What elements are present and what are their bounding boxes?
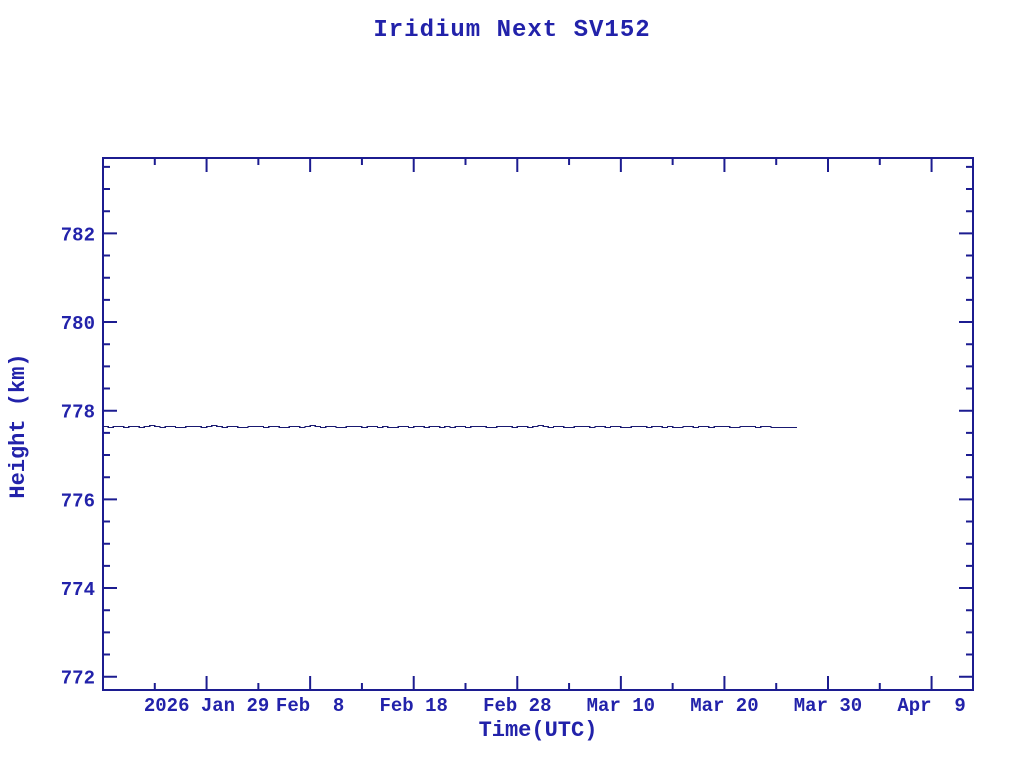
- plot-box: [102, 157, 974, 691]
- y-tick-label: 776: [61, 490, 95, 512]
- y-tick-label: 772: [61, 668, 95, 690]
- x-tick-label: Apr 9: [897, 695, 965, 717]
- axis-ticks: [103, 158, 973, 690]
- x-axis-title: Time(UTC): [478, 718, 598, 743]
- y-tick-label: 774: [61, 579, 95, 601]
- x-tick-label: Mar 20: [690, 695, 758, 717]
- x-tick-label: Mar 30: [794, 695, 862, 717]
- y-tick-label: 778: [61, 402, 95, 424]
- height-line: [103, 424, 797, 429]
- x-tick-label: 2026 Jan 29: [144, 695, 269, 717]
- y-tick-label: 780: [61, 313, 95, 335]
- x-tick-label: Feb 8: [276, 695, 344, 717]
- x-tick-label: Feb 28: [483, 695, 551, 717]
- chart-title: Iridium Next SV152: [373, 17, 651, 44]
- y-tick-label: 782: [61, 224, 95, 246]
- x-tick-label: Mar 10: [587, 695, 655, 717]
- x-tick-label: Feb 18: [380, 695, 448, 717]
